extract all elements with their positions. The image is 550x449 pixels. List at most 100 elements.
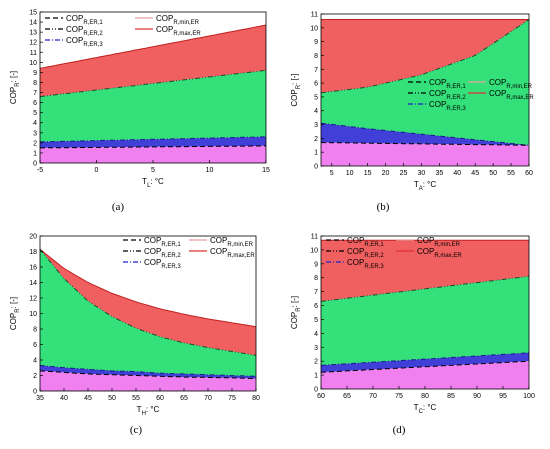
x-tick-label: 40 <box>453 170 461 177</box>
legend-entry: COPR,ER,2 <box>429 89 466 101</box>
x-tick-label: -5 <box>37 167 43 174</box>
region-blue <box>321 123 529 146</box>
y-tick-label: 8 <box>33 80 37 87</box>
x-tick-label: 95 <box>499 393 507 400</box>
series-line-er1 <box>320 360 530 373</box>
x-tick-label: 65 <box>180 395 188 402</box>
x-tick-label: 75 <box>228 395 236 402</box>
x-axis-label: TA: °C <box>414 180 437 192</box>
series-line-er2 <box>320 275 530 302</box>
series-line-er3 <box>320 122 530 146</box>
x-tick-label: 30 <box>418 170 426 177</box>
y-tick-label: 14 <box>29 20 37 27</box>
y-tick-label: 9 <box>33 70 37 77</box>
legend-entry: COPR,ER,2 <box>347 247 384 259</box>
series-line-max <box>39 24 267 69</box>
legend-entry: COPR,ER,3 <box>347 258 384 270</box>
series-line-er2 <box>39 248 257 356</box>
y-axis-label: COPR: [-] <box>290 296 302 329</box>
region-blue <box>40 136 266 148</box>
x-tick-label: 45 <box>84 395 92 402</box>
y-tick-label: 2 <box>33 140 37 147</box>
series-line-er2 <box>39 69 267 98</box>
panel-label: (a) <box>112 201 125 213</box>
y-tick-label: 9 <box>314 261 318 268</box>
y-tick-label: 3 <box>314 122 318 129</box>
y-tick-label: 10 <box>310 25 318 32</box>
y-tick-label: 6 <box>33 342 37 349</box>
panel-label: (d) <box>393 424 406 436</box>
legend-entry: COPR,ER,3 <box>66 36 103 48</box>
chart-panel-4: 60 65 70 75 80 85 90 95 100 0 1 2 3 4 5 6 7 8 9 10 11 TC: °C C… <box>290 234 535 437</box>
x-tick-label: 5 <box>151 167 155 174</box>
x-axis-label: TL: °C <box>142 177 164 189</box>
legend-entry: COPR,min,ER <box>156 14 200 26</box>
x-tick-label: 75 <box>395 393 403 400</box>
legend: COPR,ER,1 COPR,min,ER COPR,ER,2 COPR,max,ER… <box>326 236 462 270</box>
x-tick-label: 35 <box>36 395 44 402</box>
y-tick-label: 2 <box>33 373 37 380</box>
legend: COPR,ER,1 COPR,min,ER COPR,ER,2 COPR,max,ER… <box>123 236 255 270</box>
x-tick-label: 70 <box>204 395 212 402</box>
region-red <box>40 249 256 356</box>
y-tick-label: 10 <box>29 60 37 67</box>
series-line-er1 <box>39 370 257 380</box>
y-tick-label: 4 <box>33 120 37 127</box>
y-axis-label: COPR: [-] <box>9 71 21 104</box>
region-magenta <box>40 370 256 391</box>
y-tick-label: 4 <box>33 358 37 365</box>
legend-entry: COPR,max,ER <box>489 89 534 101</box>
y-tick-label: 5 <box>33 110 37 117</box>
y-tick-label: 1 <box>314 150 318 157</box>
y-tick-label: 9 <box>314 39 318 46</box>
legend-entry: COPR,max,ER <box>417 247 462 259</box>
x-tick-label: 20 <box>382 170 390 177</box>
region-red <box>321 19 529 93</box>
legend-entry: COPR,ER,1 <box>66 14 103 26</box>
x-tick-label: 50 <box>489 170 497 177</box>
y-tick-label: 18 <box>29 249 37 256</box>
x-tick-label: 0 <box>95 167 99 174</box>
legend-entry: COPR,max,ER <box>156 25 201 37</box>
y-tick-label: 3 <box>33 130 37 137</box>
region-blue <box>321 352 529 373</box>
y-tick-label: 6 <box>33 100 37 107</box>
x-tick-label: 60 <box>525 170 533 177</box>
series-line-er2 <box>320 19 530 94</box>
y-tick-label: 11 <box>30 50 37 57</box>
y-tick-label: 1 <box>33 150 37 157</box>
legend-entry: COPR,min,ER <box>210 236 254 248</box>
x-tick-label: 60 <box>156 395 164 402</box>
x-tick-label: 15 <box>364 170 372 177</box>
region-red <box>321 240 529 302</box>
series-line-er3 <box>320 352 530 366</box>
legend-entry: COPR,ER,3 <box>144 258 181 270</box>
legend-entry: COPR,max,ER <box>210 247 255 259</box>
y-tick-label: 5 <box>314 317 318 324</box>
x-tick-label: 45 <box>471 170 479 177</box>
y-tick-label: 15 <box>29 10 37 17</box>
y-tick-label: 13 <box>29 30 37 37</box>
region-red <box>40 25 266 97</box>
y-tick-label: 12 <box>29 40 37 47</box>
y-tick-label: 5 <box>314 94 318 101</box>
legend-entry: COPR,ER,1 <box>144 236 181 248</box>
y-tick-label: 14 <box>29 280 37 287</box>
x-tick-label: 80 <box>252 395 260 402</box>
legend-entry: COPR,ER,3 <box>429 100 466 112</box>
legend-entry: COPR,ER,2 <box>144 247 181 259</box>
region-green <box>321 276 529 366</box>
y-tick-label: 6 <box>314 303 318 310</box>
legend: COPR,ER,1 COPR,min,ER COPR,ER,2 COPR,max,ER… <box>45 14 201 48</box>
legend-entry: COPR,min,ER <box>417 236 461 248</box>
y-tick-label: 8 <box>314 275 318 282</box>
x-tick-label: 80 <box>421 393 429 400</box>
x-tick-label: 55 <box>507 170 515 177</box>
region-magenta <box>40 145 266 163</box>
x-tick-label: 65 <box>343 393 351 400</box>
y-tick-label: 20 <box>29 234 37 241</box>
y-tick-label: 4 <box>314 108 318 115</box>
x-tick-label: 15 <box>262 167 270 174</box>
